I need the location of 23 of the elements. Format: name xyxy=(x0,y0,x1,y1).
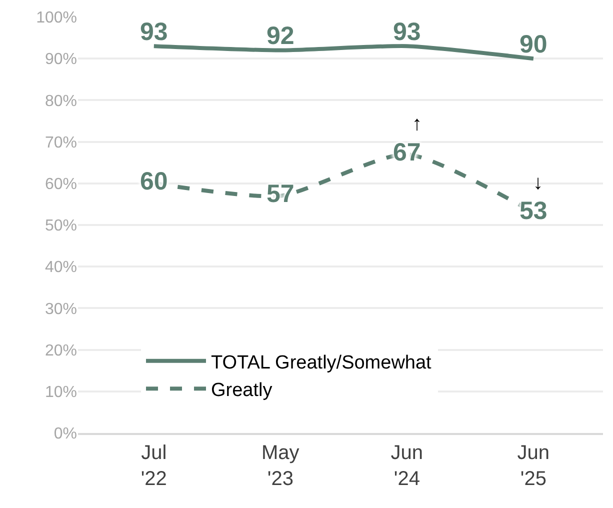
x-tick-label: Jun '24 xyxy=(390,442,424,490)
y-tick-label: 60% xyxy=(44,176,77,193)
y-tick-label: 30% xyxy=(44,300,77,318)
legend-label: TOTAL Greatly/Somewhat xyxy=(211,352,432,374)
y-tick-label: 70% xyxy=(44,134,77,152)
y-tick-label: 100% xyxy=(36,10,77,27)
y-tick-label: 90% xyxy=(44,51,77,68)
x-tick-label: May '23 xyxy=(262,442,300,490)
data-label: 92 xyxy=(266,22,294,50)
y-tick-label: 80% xyxy=(44,92,77,110)
data-label: 93 xyxy=(393,18,421,46)
data-label: 90 xyxy=(520,30,548,58)
y-tick-label: 20% xyxy=(44,342,77,360)
y-tick-label: 0% xyxy=(54,426,77,443)
data-label: 93 xyxy=(140,18,168,46)
y-tick-label: 50% xyxy=(44,218,77,235)
y-tick-label: 10% xyxy=(44,384,77,401)
y-tick-label: 40% xyxy=(44,259,77,276)
annotation: ↑ xyxy=(412,113,422,135)
x-tick-label: Jul '22 xyxy=(140,442,167,490)
legend-label: Greatly xyxy=(211,380,273,401)
x-tick-label: Jun '25 xyxy=(517,442,550,490)
annotation: ↓ xyxy=(533,172,543,194)
